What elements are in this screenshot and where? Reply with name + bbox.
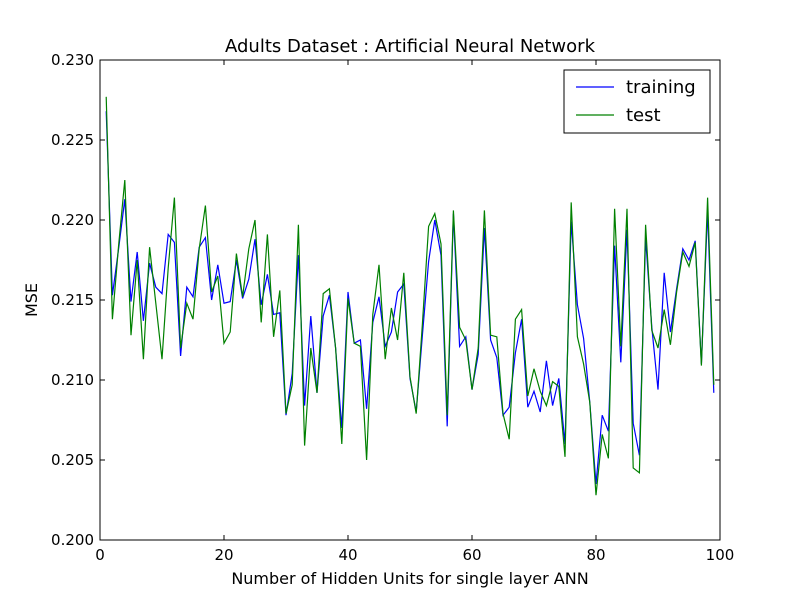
chart-title: Adults Dataset : Artificial Neural Netwo… [225,36,596,57]
x-tick-label: 60 [462,546,481,564]
x-tick-label: 0 [95,546,105,564]
y-axis-label: MSE [22,283,41,317]
legend-label-test: test [626,105,661,126]
series-line-test [105,96,715,496]
x-tick-label: 100 [706,546,735,564]
legend-label-training: training [626,77,696,98]
y-tick-label: 0.215 [51,291,94,309]
plot-lines [105,96,715,496]
x-tick-label: 80 [586,546,605,564]
x-tick-label: 20 [214,546,233,564]
y-tick-label: 0.205 [51,451,94,469]
y-tick-label: 0.220 [51,211,94,229]
y-axis: 0.200 0.205 0.210 0.215 0.220 0.225 0.230 [51,51,720,549]
x-tick-label: 40 [338,546,357,564]
y-tick-label: 0.230 [51,51,94,69]
y-tick-label: 0.225 [51,131,94,149]
legend-box [563,69,711,134]
y-tick-label: 0.200 [51,531,94,549]
legend: training test [563,69,711,134]
x-axis-label: Number of Hidden Units for single layer … [231,569,588,588]
x-axis: 0 20 40 60 80 100 [95,60,734,564]
y-tick-label: 0.210 [51,371,94,389]
